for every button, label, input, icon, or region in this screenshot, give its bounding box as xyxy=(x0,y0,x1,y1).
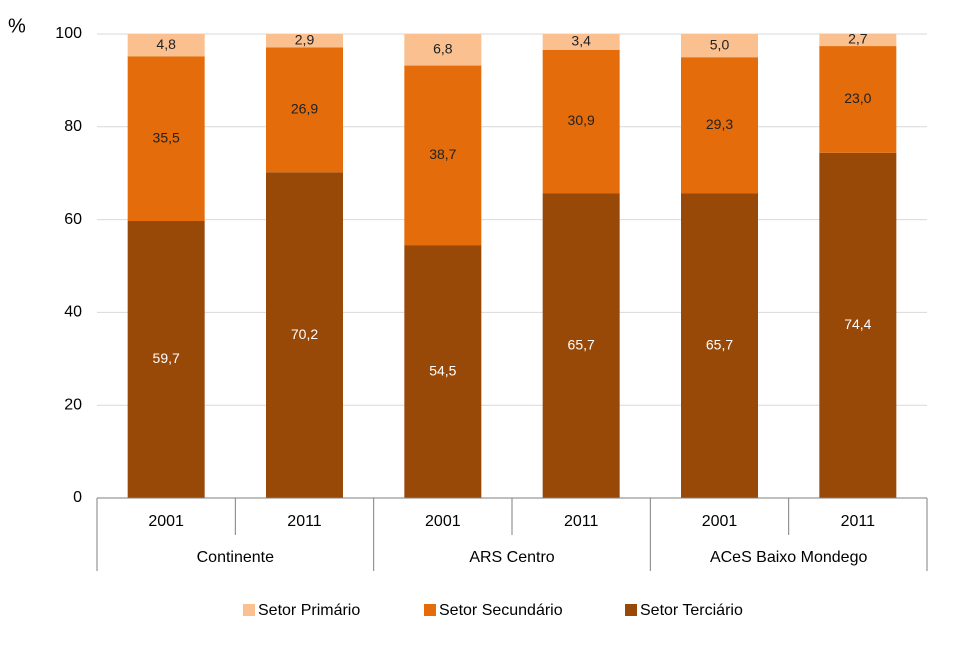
x-tick-label: 2001 xyxy=(148,513,184,530)
bar-segment xyxy=(266,47,343,173)
bar-segment xyxy=(266,34,343,48)
bar-segment xyxy=(819,152,897,498)
value-label: 3,4 xyxy=(571,33,591,49)
y-tick-label: 60 xyxy=(64,211,82,228)
value-label: 6,8 xyxy=(433,40,453,56)
y-axis-label: % xyxy=(8,15,26,37)
y-tick-label: 40 xyxy=(64,304,82,321)
group-label: ACeS Baixo Mondego xyxy=(710,549,868,566)
bar-segment xyxy=(404,34,482,66)
group-label: Continente xyxy=(197,549,274,566)
value-label: 65,7 xyxy=(706,336,733,352)
bar-segment xyxy=(681,57,758,194)
value-label: 2,7 xyxy=(848,31,868,47)
group-label: ARS Centro xyxy=(469,549,554,566)
legend-swatch xyxy=(243,604,255,616)
bar-segment xyxy=(404,65,482,246)
bar-segment xyxy=(542,34,620,50)
bar-segment xyxy=(819,33,897,47)
value-label: 59,7 xyxy=(153,350,180,366)
value-label: 70,2 xyxy=(291,326,318,342)
x-tick-label: 2011 xyxy=(564,513,599,530)
y-tick-label: 0 xyxy=(73,489,82,506)
value-label: 38,7 xyxy=(429,146,456,162)
legend-label: Setor Secundário xyxy=(439,602,563,619)
bar-segment xyxy=(542,49,620,194)
value-label: 65,7 xyxy=(568,336,595,352)
x-tick-label: 2001 xyxy=(702,513,738,530)
x-tick-label: 2011 xyxy=(841,513,876,530)
bar-segment xyxy=(542,193,620,499)
bar-segment xyxy=(681,34,758,58)
y-tick-label: 20 xyxy=(64,396,82,413)
legend-label: Setor Terciário xyxy=(640,602,743,619)
value-label: 4,8 xyxy=(156,36,176,52)
value-label: 2,9 xyxy=(295,31,315,47)
y-tick-label: 100 xyxy=(55,25,82,42)
value-label: 23,0 xyxy=(844,90,871,106)
value-label: 26,9 xyxy=(291,101,318,117)
value-label: 29,3 xyxy=(706,116,733,132)
value-label: 30,9 xyxy=(568,112,595,128)
x-tick-label: 2011 xyxy=(287,513,322,530)
bar-segment xyxy=(127,56,205,221)
value-label: 35,5 xyxy=(153,129,180,145)
value-label: 74,4 xyxy=(844,316,871,332)
value-label: 5,0 xyxy=(710,36,730,52)
legend-label: Setor Primário xyxy=(258,602,360,619)
legend-swatch xyxy=(424,604,436,616)
bar-segment xyxy=(127,34,205,57)
bar-segment xyxy=(819,46,897,153)
y-tick-label: 80 xyxy=(64,118,82,135)
value-label: 54,5 xyxy=(429,362,456,378)
bar-segment xyxy=(404,245,482,498)
bar-segment xyxy=(127,220,205,498)
x-tick-label: 2001 xyxy=(425,513,461,530)
legend-swatch xyxy=(625,604,637,616)
bar-segment xyxy=(681,193,758,499)
bar-segment xyxy=(266,172,343,498)
